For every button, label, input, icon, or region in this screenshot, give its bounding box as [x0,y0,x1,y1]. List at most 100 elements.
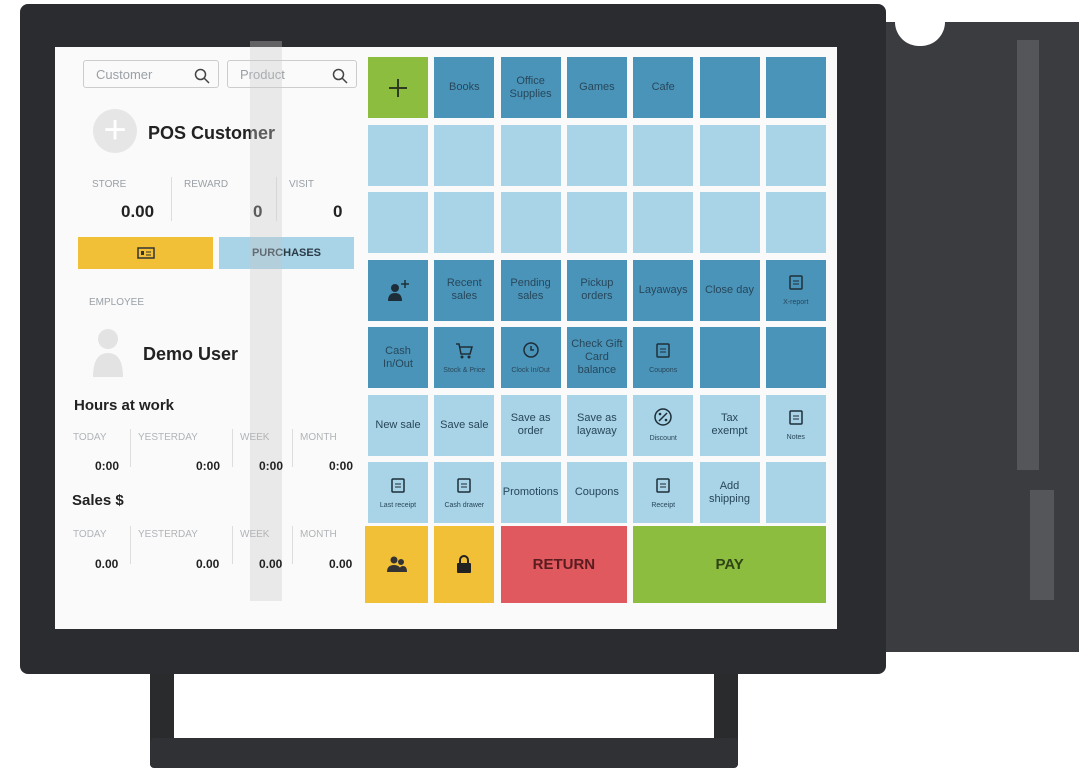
stat-label: TODAY [73,432,107,443]
tile-label: Tax exempt [711,412,748,437]
tile[interactable] [368,57,428,118]
tile[interactable] [699,192,760,253]
tile[interactable]: Layaways [633,259,694,321]
stat-value: 0.00 [196,557,220,571]
tile[interactable]: Tax exempt [699,394,760,456]
tile[interactable]: Close day [699,259,760,321]
stat-label: MONTH [300,529,337,540]
tile[interactable]: Add shipping [699,462,760,523]
stat-label: WEEK [240,529,270,540]
separator [292,429,293,467]
employee-avatar [93,329,123,377]
tile[interactable] [699,124,760,186]
tile[interactable] [633,192,694,253]
tile-label: Recent sales [446,277,482,302]
stat-value: 0.00 [259,557,283,571]
tile-caption: Last receipt [379,501,417,509]
tile[interactable]: Cash drawer [434,462,495,523]
tile-icon [454,341,474,363]
tile-caption: Clock In/Out [511,366,550,374]
tile[interactable] [368,124,428,186]
stat-value: 0 [333,202,343,221]
tile[interactable]: Cafe [633,57,694,118]
tile-label: Books [449,81,480,93]
lock-button[interactable] [434,525,495,603]
tile[interactable] [699,327,760,388]
tile[interactable]: Save as order [500,394,561,456]
tile[interactable]: Pending sales [500,259,561,321]
stat-value: 0:00 [329,459,354,473]
separator [232,526,233,564]
tile[interactable]: X-report [765,259,826,321]
search-icon [194,66,210,94]
stat-value: 0 [253,202,263,221]
tile[interactable]: Office Supplies [500,57,561,118]
tile[interactable] [566,192,627,253]
tile[interactable]: Games [566,57,627,118]
customer-avatar[interactable]: + [93,109,137,153]
tile-label: Add shipping [709,479,750,505]
tile-caption: X-report [783,299,809,306]
tile[interactable]: Stock & Price [434,327,495,388]
tile[interactable]: Last receipt [368,462,428,523]
tile-icon [653,407,673,431]
filter-strip [1017,40,1039,470]
separator [171,177,172,221]
tile[interactable]: Books [434,57,495,118]
customer-search[interactable]: Customer [83,60,219,88]
customers-button[interactable] [365,525,428,603]
tile[interactable] [765,462,826,523]
tile-label: Pickup orders [580,277,614,302]
tile[interactable] [434,192,495,253]
tile[interactable] [368,192,428,253]
tile[interactable]: Discount [633,394,694,456]
tile[interactable]: Notes [765,394,826,456]
tile[interactable]: Receipt [633,462,694,523]
tile[interactable] [500,192,561,253]
stat-label: MONTH [300,432,337,443]
tile[interactable]: Coupons [566,462,627,523]
tile[interactable] [566,124,627,186]
customer-name: POS Customer [148,123,276,143]
tile[interactable]: Coupons [633,327,694,388]
tile[interactable]: Save as layaway [566,394,627,456]
tile[interactable] [368,259,428,321]
screen: Customer Product + POS Customer STORE 0.… [55,41,837,629]
stat-value: 0:00 [259,459,284,473]
tile[interactable] [765,57,826,118]
tile[interactable] [765,192,826,253]
tile[interactable] [500,124,561,186]
id-card-icon [136,247,155,259]
tile[interactable]: New sale [368,394,428,456]
tile-caption: Notes [786,434,805,441]
stat-label: YESTERDAY [138,432,198,443]
stat-value: 0.00 [329,557,353,571]
return-button[interactable]: RETURN [500,525,628,603]
tile-label: Games [579,81,615,93]
tile[interactable] [699,57,760,118]
separator [292,526,293,564]
tile[interactable]: Clock In/Out [500,327,561,388]
separator [130,429,131,467]
tile[interactable] [765,124,826,186]
tile[interactable]: Pickup orders [566,259,627,321]
tile-label: Layaways [638,283,688,296]
screen-glare [250,41,282,601]
tile[interactable]: Save sale [434,394,495,456]
id-card-button[interactable] [78,237,213,269]
tile[interactable]: Cash In/Out [368,327,428,388]
tile[interactable]: Check Gift Card balance [566,327,627,388]
tile[interactable] [434,124,495,186]
product-search[interactable]: Product [227,60,357,88]
tile[interactable]: Promotions [500,462,561,523]
pay-button[interactable]: PAY [633,525,827,603]
tile[interactable]: Recent sales [434,259,495,321]
tile-label: Save sale [440,418,489,431]
tile[interactable] [765,327,826,388]
tile[interactable] [633,124,694,186]
purchases-button[interactable]: PURCHASES [219,237,354,269]
tile-caption: Discount [649,435,677,442]
tile-icon [455,476,473,498]
tile-label: Promotions [502,486,559,498]
